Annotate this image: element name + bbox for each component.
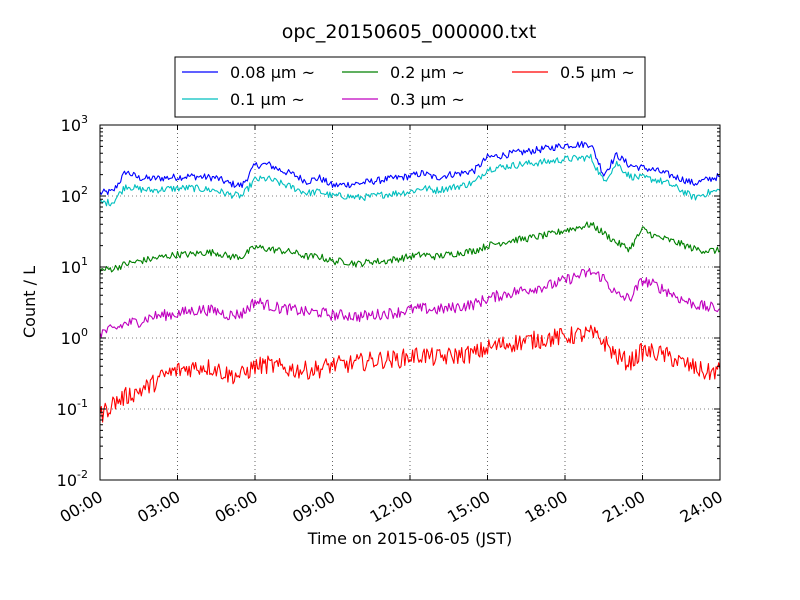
y-axis-label: Count / L [20,266,39,338]
legend-label: 0.5 μm ~ [560,63,635,82]
x-axis-label: Time on 2015-06-05 (JST) [307,529,512,548]
series-line [99,221,721,274]
legend-label: 0.3 μm ~ [390,90,465,109]
series-line [99,267,721,338]
legend-box [174,56,646,118]
series-line [99,153,721,207]
y-tick-label: 10-2 [57,468,88,490]
series-line [99,140,721,196]
y-tick-label: 103 [61,113,88,135]
y-tick-label: 100 [61,326,88,348]
y-axis-ticks: 10-2 10-1 100 101 102 103 [57,113,720,490]
legend-label: 0.1 μm ~ [230,90,305,109]
y-tick-label: 101 [61,255,88,277]
series-lines [99,140,721,423]
series-line [99,324,721,423]
legend-label: 0.2 μm ~ [390,63,465,82]
grid [100,125,720,480]
chart-title: opc_20150605_000000.txt [282,21,537,43]
legend: 0.08 μm ~ 0.1 μm ~ 0.2 μm ~ 0.3 μm ~ 0.5 μm … [174,56,646,118]
y-tick-label: 10-1 [57,397,88,419]
y-tick-label: 102 [61,184,88,206]
legend-label: 0.08 μm ~ [230,63,315,82]
